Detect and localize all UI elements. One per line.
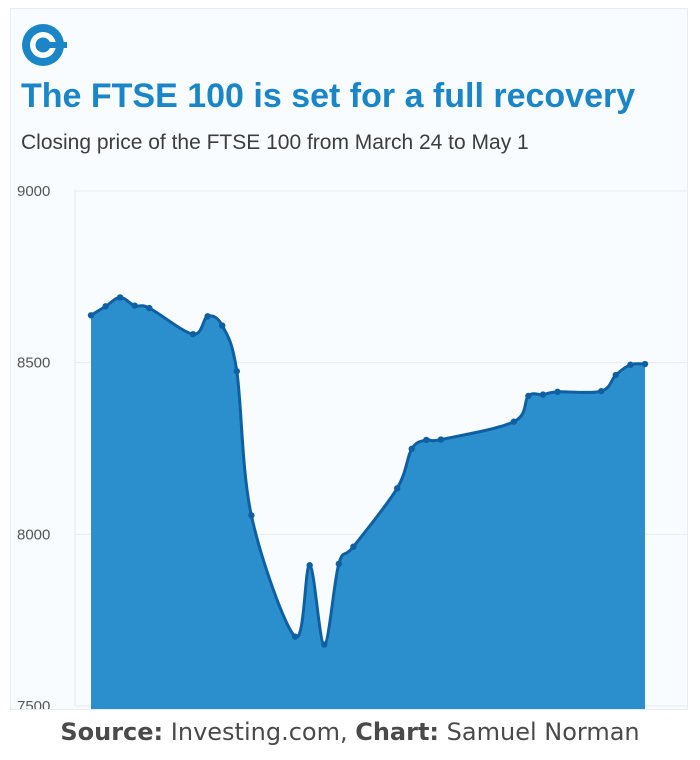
data-point xyxy=(233,368,240,375)
data-point xyxy=(598,387,605,395)
data-point xyxy=(102,303,109,310)
data-point xyxy=(423,436,430,444)
data-point xyxy=(291,633,299,640)
chart-credit-value: Samuel Norman xyxy=(439,718,640,746)
data-point xyxy=(539,391,547,398)
ftse-chart: 7500 8000 8500 9000 xyxy=(17,183,687,710)
y-tick-label: 8000 xyxy=(17,526,50,543)
data-point xyxy=(437,436,445,443)
data-point xyxy=(131,302,138,309)
c-logo-icon xyxy=(22,24,67,66)
chart-credit-label: Chart: xyxy=(355,718,440,746)
data-point xyxy=(219,322,226,329)
data-point xyxy=(335,560,343,568)
data-point xyxy=(393,485,401,492)
data-point xyxy=(248,512,255,519)
source-caption: Source: Investing.com, Chart: Samuel Nor… xyxy=(0,718,700,746)
data-point xyxy=(87,312,95,319)
data-point xyxy=(204,313,211,320)
data-point xyxy=(554,388,561,396)
data-point xyxy=(146,304,153,312)
data-point xyxy=(189,330,197,338)
chart-card: 7500 8000 8500 9000 The FTSE 100 is set for… xyxy=(10,8,688,710)
data-point xyxy=(350,543,357,550)
data-point xyxy=(525,392,532,400)
data-point xyxy=(612,371,620,379)
data-point xyxy=(641,360,649,368)
source-value: Investing.com, xyxy=(163,718,356,746)
chart-subtitle: Closing price of the FTSE 100 from March… xyxy=(21,131,529,154)
data-point xyxy=(408,445,415,453)
area-fill xyxy=(91,297,645,709)
data-point xyxy=(306,562,313,569)
y-tick-label: 9000 xyxy=(17,183,50,200)
chart-title: The FTSE 100 is set for a full recovery xyxy=(21,77,636,115)
source-label: Source: xyxy=(60,718,164,746)
data-points xyxy=(87,294,649,648)
y-axis-ticks: 7500 8000 8500 9000 xyxy=(17,183,50,710)
data-point xyxy=(510,418,517,425)
data-point xyxy=(321,641,328,648)
y-tick-label: 8500 xyxy=(17,355,50,372)
area-series xyxy=(90,295,646,709)
y-tick-label: 7500 xyxy=(17,698,50,710)
data-point xyxy=(116,294,124,301)
data-point xyxy=(627,361,634,368)
series-line xyxy=(90,295,646,647)
